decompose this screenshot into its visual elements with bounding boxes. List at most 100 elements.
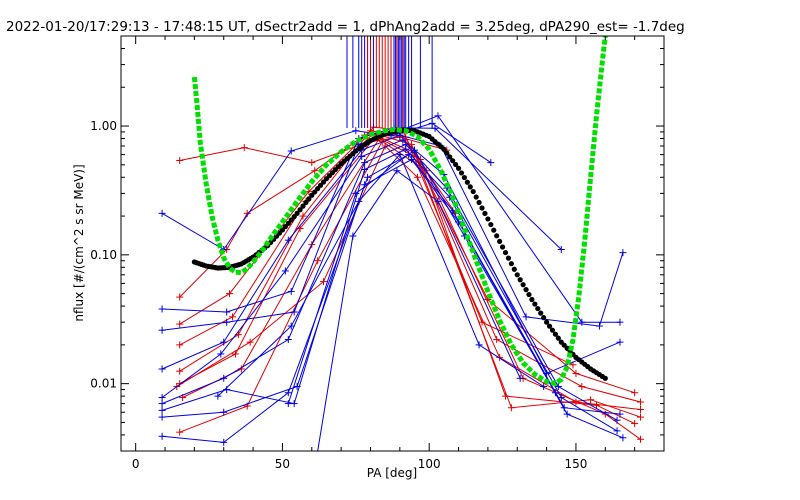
- black-fit-dot: [482, 210, 488, 217]
- black-fit-dot: [532, 301, 538, 307]
- blue-series-line: [317, 169, 521, 452]
- black-fit-dot: [546, 323, 553, 329]
- red-point: [637, 405, 645, 413]
- blue-point: [619, 249, 627, 257]
- black-fit-dot: [279, 227, 286, 233]
- axes-layer: 0 50 100 150 0.01 0.10 1.00: [90, 35, 664, 471]
- blue-point: [540, 383, 548, 391]
- green-fit-line: [191, 36, 608, 387]
- blue-point: [551, 389, 559, 397]
- red-point: [176, 341, 184, 349]
- blue-point: [220, 374, 228, 382]
- blue-series-line: [161, 148, 618, 432]
- red-point: [637, 398, 645, 406]
- red-point: [413, 173, 421, 181]
- black-fit-dot: [300, 203, 306, 209]
- black-fit-dot: [602, 375, 608, 381]
- black-fit-dot: [511, 266, 517, 272]
- red-point: [240, 144, 248, 152]
- blue-point: [560, 404, 568, 412]
- blue-series-line: [162, 153, 621, 443]
- black-fit-dot: [288, 217, 294, 223]
- black-fit-dot: [523, 287, 529, 293]
- blue-point: [158, 326, 166, 334]
- y-tick-label: 0.01: [90, 377, 117, 391]
- blue-point: [557, 246, 565, 254]
- black-fit-dot: [488, 221, 494, 228]
- red-point: [176, 157, 184, 165]
- black-fit-dot: [291, 214, 297, 220]
- black-fit-dot: [461, 174, 468, 181]
- blue-point: [284, 336, 292, 344]
- black-fit-dot: [502, 249, 509, 256]
- blue-point: [284, 236, 292, 244]
- blue-series-line: [161, 143, 618, 421]
- black-fit-dot: [549, 327, 556, 333]
- blue-series-11: [317, 167, 524, 452]
- blue-point: [158, 305, 166, 313]
- red-point: [631, 389, 639, 397]
- x-tick-label: 100: [418, 457, 441, 471]
- red-point: [587, 396, 595, 404]
- blue-point: [595, 322, 603, 330]
- blue-point: [616, 410, 624, 418]
- green-fit-layer: [191, 36, 608, 387]
- red-series-line: [179, 135, 641, 418]
- blue-point: [516, 374, 524, 382]
- blue-point: [434, 197, 442, 205]
- black-fit-dot: [441, 146, 447, 152]
- blue-series-3: [158, 112, 624, 334]
- y-tick-label: 0.10: [90, 248, 117, 262]
- blue-point: [616, 338, 624, 346]
- black-fit-dot: [538, 310, 544, 316]
- black-fit-dot: [479, 205, 485, 211]
- plot-frame: [120, 35, 665, 452]
- black-fit-dot: [541, 315, 547, 321]
- blue-point: [290, 400, 298, 408]
- red-series-7: [176, 137, 645, 443]
- black-fit-dot: [517, 277, 523, 283]
- blue-point: [220, 338, 228, 346]
- x-tick-label: 150: [564, 457, 587, 471]
- blue-point: [563, 410, 571, 418]
- blue-point: [158, 406, 166, 414]
- black-fit-dot: [294, 210, 300, 216]
- red-series-line: [182, 137, 635, 425]
- black-fit-dot: [535, 305, 541, 312]
- red-point: [637, 435, 645, 443]
- black-fit-dot: [458, 170, 465, 176]
- blue-series-9: [158, 155, 627, 442]
- blue-point: [220, 408, 228, 416]
- red-point: [226, 290, 234, 298]
- red-point: [314, 257, 322, 265]
- blue-point: [287, 147, 295, 155]
- red-point: [592, 401, 600, 409]
- blue-point: [287, 287, 295, 295]
- red-point: [176, 367, 184, 375]
- black-fit-dot: [555, 335, 561, 341]
- blue-point: [223, 318, 231, 326]
- red-series-line: [179, 132, 641, 403]
- red-point: [496, 353, 504, 361]
- black-fit-dot: [464, 179, 470, 185]
- blue-point: [158, 413, 166, 421]
- black-fit-dot: [453, 161, 459, 168]
- black-fit-dot: [508, 261, 514, 267]
- red-point: [231, 350, 239, 358]
- black-fit-dot: [543, 319, 550, 325]
- blue-point: [402, 145, 410, 153]
- blue-point: [220, 438, 228, 446]
- black-fit-dot: [476, 199, 482, 206]
- blue-point: [214, 392, 222, 400]
- blue-point: [616, 318, 624, 326]
- blue-series-line: [162, 115, 620, 331]
- black-fit-dot: [497, 238, 503, 245]
- red-point: [229, 313, 237, 321]
- black-fit-dot: [499, 244, 506, 250]
- black-fit-dot: [552, 331, 559, 337]
- blue-point: [284, 389, 292, 397]
- black-fit-dot: [306, 196, 312, 202]
- blue-series-line: [217, 153, 544, 397]
- red-point: [502, 392, 510, 400]
- black-fit-dot: [529, 296, 535, 303]
